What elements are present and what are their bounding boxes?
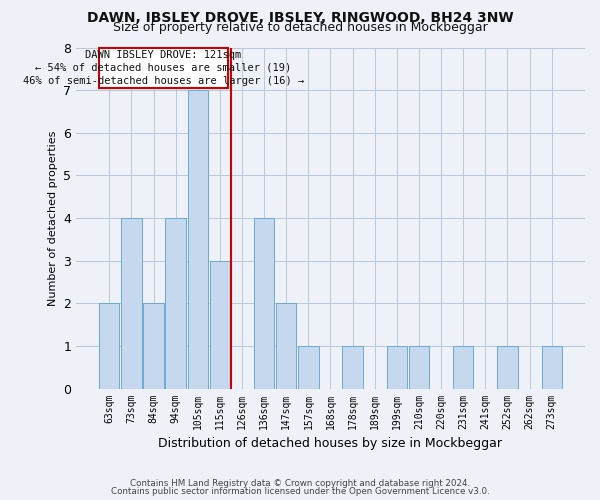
Bar (99, 304, 119, 388)
Bar (453, 346, 473, 389)
Bar (143, 304, 164, 388)
Text: ← 54% of detached houses are smaller (19): ← 54% of detached houses are smaller (19… (35, 63, 291, 73)
Text: DAWN, IBSLEY DROVE, IBSLEY, RINGWOOD, BH24 3NW: DAWN, IBSLEY DROVE, IBSLEY, RINGWOOD, BH… (86, 11, 514, 25)
Text: Size of property relative to detached houses in Mockbeggar: Size of property relative to detached ho… (113, 21, 487, 34)
Text: Contains HM Land Registry data © Crown copyright and database right 2024.: Contains HM Land Registry data © Crown c… (130, 478, 470, 488)
Bar (210, 260, 230, 388)
Bar (497, 346, 518, 389)
Bar (386, 346, 407, 389)
Bar (542, 346, 562, 389)
Y-axis label: Number of detached properties: Number of detached properties (47, 130, 58, 306)
Bar (343, 346, 363, 389)
Text: Contains public sector information licensed under the Open Government Licence v3: Contains public sector information licen… (110, 487, 490, 496)
FancyBboxPatch shape (98, 48, 227, 88)
Text: 46% of semi-detached houses are larger (16) →: 46% of semi-detached houses are larger (… (23, 76, 304, 86)
Bar (298, 346, 319, 389)
Bar (409, 346, 429, 389)
Bar (166, 218, 186, 388)
Bar (276, 304, 296, 388)
Bar (121, 218, 142, 388)
Bar (254, 218, 274, 388)
Text: DAWN IBSLEY DROVE: 121sqm: DAWN IBSLEY DROVE: 121sqm (85, 50, 241, 60)
X-axis label: Distribution of detached houses by size in Mockbeggar: Distribution of detached houses by size … (158, 437, 502, 450)
Bar (188, 90, 208, 388)
